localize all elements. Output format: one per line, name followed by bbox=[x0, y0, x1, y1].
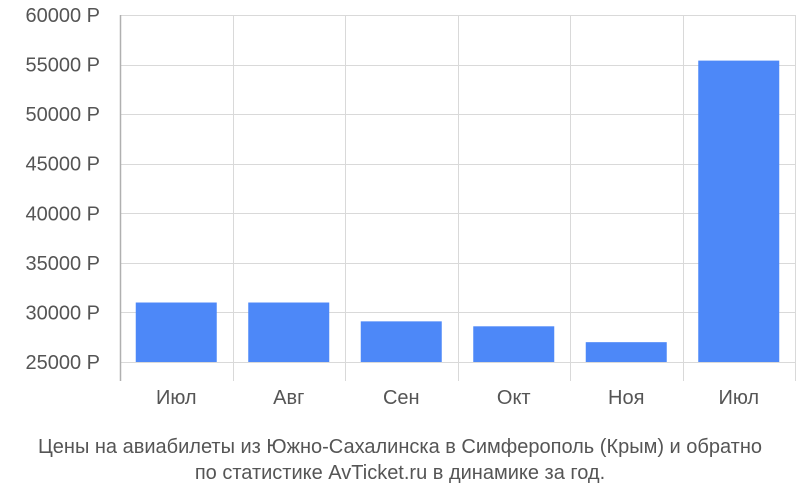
bar-chart: 25000 Р 30000 Р 35000 Р 40000 Р 45000 Р 50000… bbox=[25, 5, 796, 409]
x-tick-label: Июл bbox=[718, 387, 759, 409]
y-tick-label: 25000 Р bbox=[25, 352, 100, 374]
bar-6 bbox=[698, 60, 780, 362]
bar-3 bbox=[360, 321, 442, 362]
bar-5 bbox=[585, 342, 667, 362]
x-tick-label: Июл bbox=[156, 387, 197, 409]
bars bbox=[135, 60, 780, 362]
bar-4 bbox=[473, 326, 555, 362]
y-tick-label: 55000 Р bbox=[25, 55, 100, 77]
x-tick-label: Окт bbox=[497, 387, 531, 409]
y-tick-label: 30000 Р bbox=[25, 302, 100, 324]
y-tick-label: 35000 Р bbox=[25, 253, 100, 275]
x-tick-label: Авг bbox=[273, 387, 304, 409]
grid-lines bbox=[120, 15, 796, 381]
bar-1 bbox=[135, 302, 217, 362]
x-tick-label: Ноя bbox=[608, 387, 644, 409]
x-tick-label: Сен bbox=[383, 387, 420, 409]
y-tick-label: 50000 Р bbox=[25, 104, 100, 126]
x-axis-tick-labels: Июл Авг Сен Окт Ноя Июл bbox=[156, 387, 759, 409]
chart-caption-line-2: по статистике AvTicket.ru в динамике за … bbox=[194, 462, 606, 484]
bar-2 bbox=[248, 302, 330, 362]
y-axis-tick-labels: 25000 Р 30000 Р 35000 Р 40000 Р 45000 Р 50000… bbox=[25, 5, 100, 374]
y-tick-label: 60000 Р bbox=[25, 5, 100, 27]
y-tick-label: 40000 Р bbox=[25, 203, 100, 225]
y-tick-label: 45000 Р bbox=[25, 154, 100, 176]
chart-caption-line-1: Цены на авиабилеты из Южно-Сахалинска в … bbox=[37, 436, 762, 458]
